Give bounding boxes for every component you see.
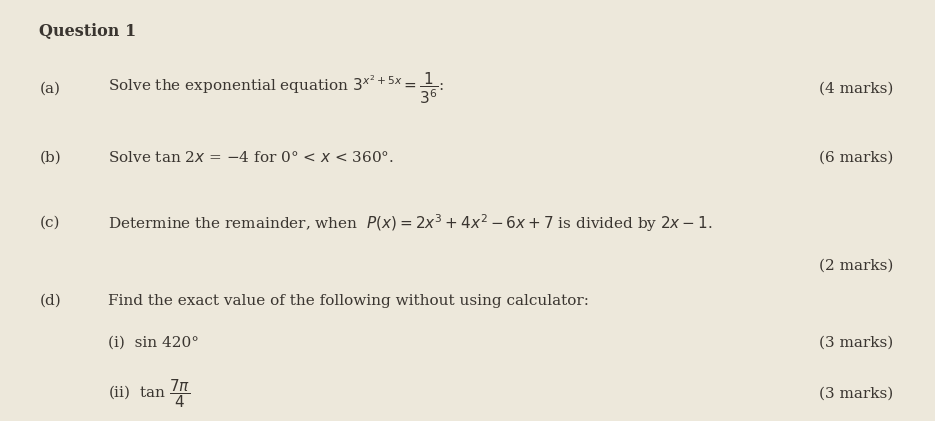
Text: Solve the exponential equation $3^{x^2+5x} = \dfrac{1}{3^6}$:: Solve the exponential equation $3^{x^2+5… xyxy=(108,71,444,106)
Text: (a): (a) xyxy=(39,81,60,96)
Text: (d): (d) xyxy=(39,294,61,308)
Text: (c): (c) xyxy=(39,216,60,230)
Text: (3 marks): (3 marks) xyxy=(819,386,893,401)
Text: (ii)  tan $\dfrac{7\pi}{4}$: (ii) tan $\dfrac{7\pi}{4}$ xyxy=(108,377,190,410)
Text: Find the exact value of the following without using calculator:: Find the exact value of the following wi… xyxy=(108,294,588,308)
Text: Determine the remainder, when  $P(x) = 2x^3 + 4x^2 - 6x + 7$ is divided by $2x -: Determine the remainder, when $P(x) = 2x… xyxy=(108,212,712,234)
Text: (6 marks): (6 marks) xyxy=(818,151,893,165)
Text: (4 marks): (4 marks) xyxy=(818,81,893,96)
Text: (b): (b) xyxy=(39,151,61,165)
Text: (3 marks): (3 marks) xyxy=(819,336,893,350)
Text: (i)  sin 420°: (i) sin 420° xyxy=(108,336,198,350)
Text: Question 1: Question 1 xyxy=(39,23,137,40)
Text: Solve tan 2$x$ = −4 for 0° < $x$ < 360°.: Solve tan 2$x$ = −4 for 0° < $x$ < 360°. xyxy=(108,150,394,165)
Text: (2 marks): (2 marks) xyxy=(818,258,893,272)
